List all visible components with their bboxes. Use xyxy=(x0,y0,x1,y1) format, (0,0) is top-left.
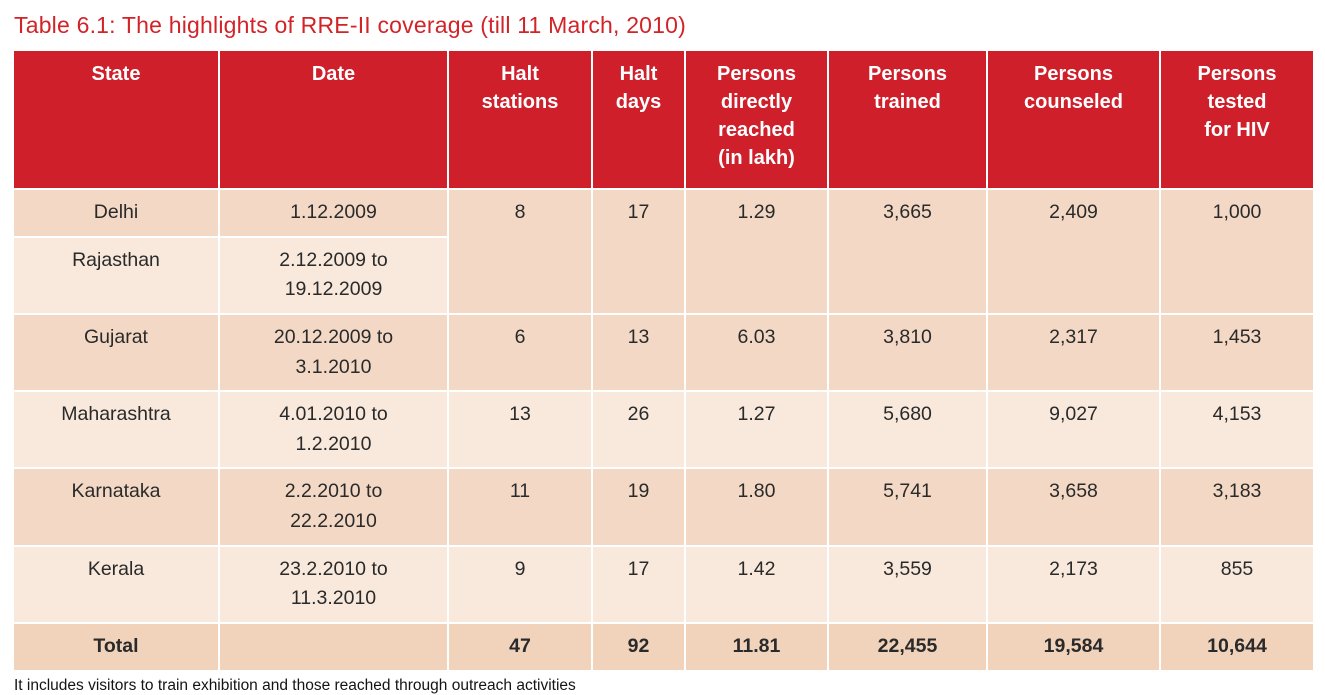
cell-halt-stations: 8 xyxy=(447,188,593,315)
cell-state: Rajasthan xyxy=(12,235,220,315)
cell-halt-stations: 47 xyxy=(447,621,593,672)
cell-persons-tested: 10,644 xyxy=(1159,621,1315,672)
cell-halt-stations: 13 xyxy=(447,390,593,470)
cell-state: Karnataka xyxy=(12,467,220,547)
cell-persons-trained: 22,455 xyxy=(827,621,988,672)
cell-persons-counseled: 2,173 xyxy=(986,544,1161,624)
cell-persons-counseled: 19,584 xyxy=(986,621,1161,672)
cell-halt-days: 17 xyxy=(591,188,686,315)
table-row-karnataka: Karnataka 2.2.2010 to 22.2.2010 11 19 1.… xyxy=(12,467,1315,547)
cell-halt-days: 17 xyxy=(591,544,686,624)
cell-halt-days: 92 xyxy=(591,621,686,672)
table-row-delhi: Delhi 1.12.2009 8 17 1.29 3,665 2,409 1,… xyxy=(12,188,1315,315)
cell-persons-reached: 1.27 xyxy=(684,390,829,470)
table-row-rajasthan: Rajasthan 2.12.2009 to 19.12.2009 xyxy=(12,235,1314,315)
cell-date: 2.2.2010 to 22.2.2010 xyxy=(218,467,449,547)
cell-halt-days: 13 xyxy=(591,312,686,393)
cell-state: Gujarat xyxy=(12,312,220,393)
cell-persons-tested: 4,153 xyxy=(1159,390,1315,470)
header-persons-counseled: Persons counseled xyxy=(986,49,1161,190)
cell-persons-reached: 6.03 xyxy=(684,312,829,393)
cell-persons-trained: 3,665 xyxy=(827,188,988,315)
table-title: Table 6.1: The highlights of RRE-II cove… xyxy=(14,12,687,38)
cell-persons-counseled: 9,027 xyxy=(986,390,1161,470)
cell-date: 23.2.2010 to 11.3.2010 xyxy=(218,544,449,624)
header-halt-days: Halt days xyxy=(591,49,686,190)
cell-persons-tested: 1,000 xyxy=(1159,188,1315,315)
cell-persons-reached: 1.29 xyxy=(684,188,829,315)
coverage-table: State Date Halt stations Halt days Perso… xyxy=(12,49,1315,672)
cell-total-date-empty xyxy=(218,621,449,672)
cell-state: Maharashtra xyxy=(12,390,220,470)
table-row-maharashtra: Maharashtra 4.01.2010 to 1.2.2010 13 26 … xyxy=(12,390,1315,470)
cell-halt-days: 19 xyxy=(591,467,686,547)
cell-halt-stations: 6 xyxy=(447,312,593,393)
cell-date: 20.12.2009 to 3.1.2010 xyxy=(218,312,449,393)
header-halt-stations: Halt stations xyxy=(447,49,593,190)
cell-persons-trained: 3,559 xyxy=(827,544,988,624)
table-row-gujarat: Gujarat 20.12.2009 to 3.1.2010 6 13 6.03… xyxy=(12,312,1315,393)
header-persons-trained: Persons trained xyxy=(827,49,988,190)
cell-state: Delhi xyxy=(12,188,220,238)
cell-persons-counseled: 2,409 xyxy=(986,188,1161,315)
cell-persons-counseled: 2,317 xyxy=(986,312,1161,393)
cell-persons-tested: 1,453 xyxy=(1159,312,1315,393)
cell-date: 2.12.2009 to 19.12.2009 xyxy=(218,235,449,315)
cell-halt-stations: 9 xyxy=(447,544,593,624)
cell-date: 4.01.2010 to 1.2.2010 xyxy=(218,390,449,470)
header-state: State xyxy=(12,49,220,190)
footnote: It includes visitors to train exhibition… xyxy=(14,676,576,694)
cell-persons-reached: 1.42 xyxy=(684,544,829,624)
header-row: State Date Halt stations Halt days Perso… xyxy=(12,49,1315,190)
cell-halt-stations: 11 xyxy=(447,467,593,547)
cell-persons-tested: 855 xyxy=(1159,544,1315,624)
cell-date: 1.12.2009 xyxy=(218,188,449,238)
cell-state: Kerala xyxy=(12,544,220,624)
cell-persons-trained: 5,741 xyxy=(827,467,988,547)
cell-persons-counseled: 3,658 xyxy=(986,467,1161,547)
cell-total-label: Total xyxy=(12,621,220,672)
header-persons-reached: Persons directly reached (in lakh) xyxy=(684,49,829,190)
cell-persons-tested: 3,183 xyxy=(1159,467,1315,547)
table-row-total: Total 47 92 11.81 22,455 19,584 10,644 xyxy=(12,621,1315,672)
cell-persons-trained: 3,810 xyxy=(827,312,988,393)
header-date: Date xyxy=(218,49,449,190)
cell-persons-reached: 11.81 xyxy=(684,621,829,672)
cell-halt-days: 26 xyxy=(591,390,686,470)
cell-persons-reached: 1.80 xyxy=(684,467,829,547)
header-persons-tested: Persons tested for HIV xyxy=(1159,49,1315,190)
table-row-kerala: Kerala 23.2.2010 to 11.3.2010 9 17 1.42 … xyxy=(12,544,1315,624)
cell-persons-trained: 5,680 xyxy=(827,390,988,470)
